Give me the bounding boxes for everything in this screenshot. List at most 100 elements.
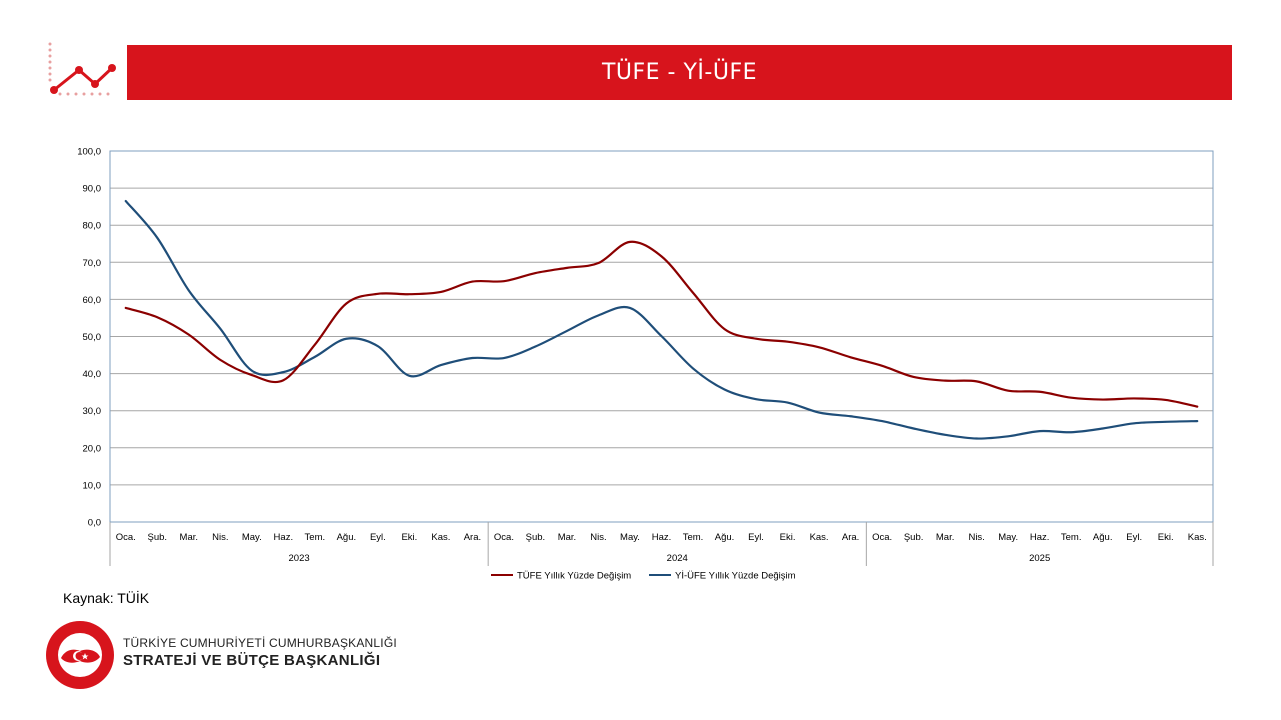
data-point bbox=[1196, 405, 1199, 408]
page-title: TÜFE - Yİ-ÜFE bbox=[601, 60, 758, 85]
year-label: 2025 bbox=[1029, 553, 1050, 564]
data-point bbox=[1101, 398, 1104, 401]
data-point bbox=[314, 343, 316, 346]
y-tick-label: 80,0 bbox=[83, 221, 102, 232]
series-line-yiufe bbox=[124, 199, 1199, 440]
x-tick-label: Eyl. bbox=[370, 532, 386, 543]
year-label: 2023 bbox=[289, 553, 310, 564]
legend-label: Yİ-ÜFE Yıllık Yüzde Değişim bbox=[675, 571, 796, 582]
title-banner: TÜFE - Yİ-ÜFE bbox=[127, 45, 1232, 100]
x-tick-label: Haz. bbox=[652, 532, 672, 543]
x-tick-label: Ağu. bbox=[1093, 532, 1113, 543]
data-point bbox=[377, 293, 379, 295]
data-point bbox=[534, 345, 537, 348]
org-line-1: TÜRKİYE CUMHURİYETİ CUMHURBAŞKANLIĞI bbox=[123, 636, 397, 650]
data-point bbox=[818, 411, 820, 414]
x-tick-label: Oca. bbox=[116, 532, 136, 543]
y-tick-label: 40,0 bbox=[83, 369, 102, 380]
data-point bbox=[219, 327, 222, 330]
data-point bbox=[251, 369, 253, 372]
y-tick-label: 60,0 bbox=[83, 295, 102, 306]
data-point bbox=[1038, 390, 1041, 393]
data-point bbox=[849, 415, 852, 418]
data-point bbox=[786, 401, 789, 404]
x-tick-label: May. bbox=[620, 532, 640, 543]
data-point bbox=[440, 364, 442, 366]
y-tick-label: 70,0 bbox=[83, 258, 102, 269]
data-point bbox=[1133, 397, 1136, 400]
x-tick-label: Şub. bbox=[526, 532, 546, 543]
x-tick-label: Nis. bbox=[212, 532, 228, 543]
data-point bbox=[377, 345, 379, 347]
data-point bbox=[440, 291, 442, 293]
y-tick-label: 0,0 bbox=[88, 518, 101, 529]
data-point bbox=[1007, 435, 1009, 438]
x-tick-label: Eki. bbox=[780, 532, 796, 543]
data-point bbox=[156, 237, 159, 239]
y-tick-label: 10,0 bbox=[83, 480, 102, 491]
data-point bbox=[723, 388, 726, 391]
data-point bbox=[629, 241, 631, 243]
x-tick-label: Eyl. bbox=[748, 532, 764, 543]
data-point bbox=[1070, 396, 1072, 399]
data-point bbox=[566, 330, 568, 332]
data-point bbox=[660, 335, 663, 337]
data-point bbox=[660, 255, 663, 258]
y-tick-label: 90,0 bbox=[83, 184, 102, 195]
y-tick-label: 100,0 bbox=[77, 147, 101, 158]
x-tick-label: Şub. bbox=[904, 532, 924, 543]
data-point bbox=[1007, 389, 1009, 392]
x-tick-label: Eki. bbox=[401, 532, 417, 543]
x-tick-label: Tem. bbox=[305, 532, 326, 543]
data-point bbox=[944, 379, 946, 382]
data-point bbox=[534, 272, 537, 274]
data-point bbox=[786, 340, 789, 343]
data-point bbox=[755, 337, 757, 340]
x-tick-label: Kas. bbox=[1188, 532, 1207, 543]
data-point bbox=[723, 328, 726, 330]
data-point bbox=[408, 375, 411, 377]
data-point bbox=[471, 357, 474, 359]
x-tick-label: Şub. bbox=[147, 532, 167, 543]
x-tick-label: Eyl. bbox=[1126, 532, 1142, 543]
x-tick-label: Mar. bbox=[180, 532, 198, 543]
x-tick-label: Oca. bbox=[494, 532, 514, 543]
data-point bbox=[629, 307, 631, 309]
data-point bbox=[187, 333, 190, 336]
line-chart: 0,0 10,0 20,0 30,0 40,0 50,0 60,0 70,0 80,0 90,0 1… bbox=[77, 147, 1214, 582]
data-point bbox=[1038, 430, 1041, 432]
data-point bbox=[1101, 427, 1104, 430]
data-point bbox=[566, 267, 568, 269]
x-tick-label: Kas. bbox=[810, 532, 829, 543]
data-point bbox=[219, 359, 222, 361]
x-tick-label: Mar. bbox=[558, 532, 576, 543]
data-point bbox=[503, 357, 505, 359]
data-point bbox=[597, 262, 600, 264]
x-tick-label: Tem. bbox=[683, 532, 704, 543]
data-point bbox=[881, 365, 883, 367]
x-tick-label: Tem. bbox=[1061, 532, 1082, 543]
x-tick-label: May. bbox=[242, 532, 262, 543]
source-label: Kaynak: TÜİK bbox=[63, 590, 150, 606]
data-point bbox=[1070, 431, 1072, 434]
data-point bbox=[849, 356, 852, 359]
y-tick-label: 20,0 bbox=[83, 443, 102, 454]
data-point bbox=[692, 367, 694, 370]
data-point bbox=[282, 371, 285, 373]
data-point bbox=[1164, 399, 1167, 401]
data-point bbox=[503, 280, 505, 283]
x-tick-label: Ağu. bbox=[337, 532, 357, 543]
data-point bbox=[314, 356, 316, 358]
data-point bbox=[124, 200, 127, 202]
data-point bbox=[881, 420, 883, 422]
data-point bbox=[251, 374, 253, 376]
org-line-2: STRATEJİ VE BÜTÇE BAŞKANLIĞI bbox=[123, 652, 381, 669]
emblem-icon bbox=[46, 621, 114, 689]
data-point bbox=[1133, 422, 1136, 425]
x-tick-label: Kas. bbox=[431, 532, 450, 543]
data-point bbox=[912, 427, 915, 430]
data-point bbox=[597, 314, 600, 317]
x-tick-label: Ağu. bbox=[715, 532, 735, 543]
data-point bbox=[912, 376, 915, 378]
data-point bbox=[345, 302, 348, 305]
